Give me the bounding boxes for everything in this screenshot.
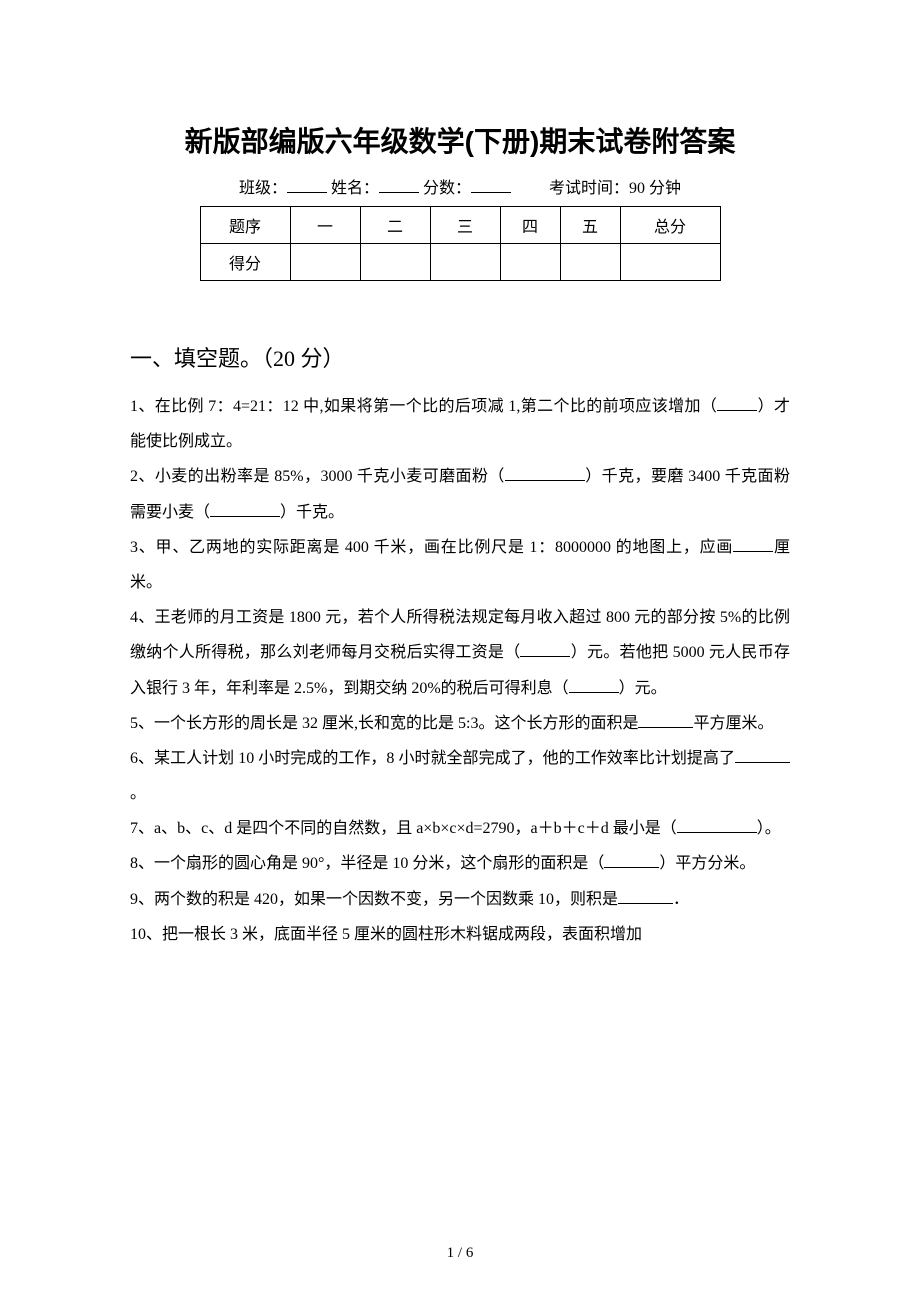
question: 8、一个扇形的圆心角是 90°，半径是 10 分米，这个扇形的面积是（ ）平方分米… (130, 846, 790, 881)
score-blank (471, 177, 511, 193)
class-label: 班级： (239, 180, 287, 197)
table-cell: 五 (560, 207, 620, 244)
answer-blank (717, 395, 757, 411)
table-cell: 三 (430, 207, 500, 244)
question-text: ）。 (757, 820, 781, 837)
meta-line: 班级： 姓名： 分数： 考试时间：90 分钟 (130, 174, 790, 198)
answer-blank (569, 677, 619, 693)
question-text: 6、某工人计划 10 小时完成的工作，8 小时就全部完成了，他的工作效率比计划提… (130, 750, 735, 767)
question-text: 2、小麦的出粉率是 85%，3000 千克小麦可磨面粉（ (130, 468, 505, 485)
question-text: 5、一个长方形的周长是 32 厘米,长和宽的比是 5:3。这个长方形的面积是 (130, 715, 638, 732)
page-title: 新版部编版六年级数学(下册)期末试卷附答案 (130, 120, 790, 160)
score-table: 题序一二三四五总分 得分 (200, 206, 721, 281)
class-blank (287, 177, 327, 193)
question-text: 。 (130, 785, 146, 802)
answer-blank (520, 641, 570, 657)
question: 9、两个数的积是 420，如果一个因数不变，另一个因数乘 10，则积是 ． (130, 882, 790, 917)
table-cell: 题序 (200, 207, 290, 244)
table-cell (430, 244, 500, 281)
table-cell: 四 (500, 207, 560, 244)
question: 2、小麦的出粉率是 85%，3000 千克小麦可磨面粉（）千克，要磨 3400 … (130, 459, 790, 529)
table-cell: 二 (360, 207, 430, 244)
question-text: ）元。 (619, 680, 667, 697)
question: 3、甲、乙两地的实际距离是 400 千米，画在比例尺是 1：8000000 的地… (130, 530, 790, 600)
question: 4、王老师的月工资是 1800 元，若个人所得税法规定每月收入超过 800 元的… (130, 600, 790, 706)
table-cell (560, 244, 620, 281)
answer-blank (505, 465, 585, 481)
table-cell: 总分 (620, 207, 720, 244)
answer-blank (733, 536, 773, 552)
question-text: 1、在比例 7：4=21：12 中,如果将第一个比的后项减 1,第二个比的前项应… (130, 398, 717, 415)
table-cell (290, 244, 360, 281)
table-cell: 一 (290, 207, 360, 244)
score-label: 分数： (423, 180, 471, 197)
answer-blank (638, 712, 693, 728)
page-number: 1 / 6 (0, 1245, 920, 1262)
answer-blank (735, 747, 790, 763)
table-cell (500, 244, 560, 281)
question-text: 7、a、b、c、d 是四个不同的自然数，且 a×b×c×d=2790，a＋b＋c… (130, 820, 677, 837)
question-text: 3、甲、乙两地的实际距离是 400 千米，画在比例尺是 1：8000000 的地… (130, 539, 733, 556)
name-blank (379, 177, 419, 193)
question: 1、在比例 7：4=21：12 中,如果将第一个比的后项减 1,第二个比的前项应… (130, 389, 790, 459)
question: 10、把一根长 3 米，底面半径 5 厘米的圆柱形木料锯成两段，表面积增加 (130, 917, 790, 952)
table-cell: 得分 (200, 244, 290, 281)
answer-blank (618, 888, 673, 904)
name-label: 姓名： (331, 180, 379, 197)
answer-blank (210, 501, 280, 517)
table-row: 得分 (200, 244, 720, 281)
question: 5、一个长方形的周长是 32 厘米,长和宽的比是 5:3。这个长方形的面积是 平方… (130, 706, 790, 741)
question-text: 8、一个扇形的圆心角是 90°，半径是 10 分米，这个扇形的面积是（ (130, 855, 604, 872)
question-list: 1、在比例 7：4=21：12 中,如果将第一个比的后项减 1,第二个比的前项应… (130, 389, 790, 952)
table-cell (620, 244, 720, 281)
question-text: 9、两个数的积是 420，如果一个因数不变，另一个因数乘 10，则积是 (130, 891, 618, 908)
question: 6、某工人计划 10 小时完成的工作，8 小时就全部完成了，他的工作效率比计划提… (130, 741, 790, 811)
question-text: ． (673, 891, 689, 908)
question: 7、a、b、c、d 是四个不同的自然数，且 a×b×c×d=2790，a＋b＋c… (130, 811, 790, 846)
answer-blank (604, 852, 659, 868)
answer-blank (677, 817, 757, 833)
table-cell (360, 244, 430, 281)
section-heading: 一、填空题。（20 分） (130, 341, 790, 373)
question-text: ）千克。 (280, 504, 344, 521)
time-label: 考试时间：90 分钟 (549, 180, 681, 197)
question-text: 平方厘米。 (693, 715, 773, 732)
table-row: 题序一二三四五总分 (200, 207, 720, 244)
question-text: ）平方分米。 (659, 855, 755, 872)
question-text: 10、把一根长 3 米，底面半径 5 厘米的圆柱形木料锯成两段，表面积增加 (130, 926, 642, 943)
